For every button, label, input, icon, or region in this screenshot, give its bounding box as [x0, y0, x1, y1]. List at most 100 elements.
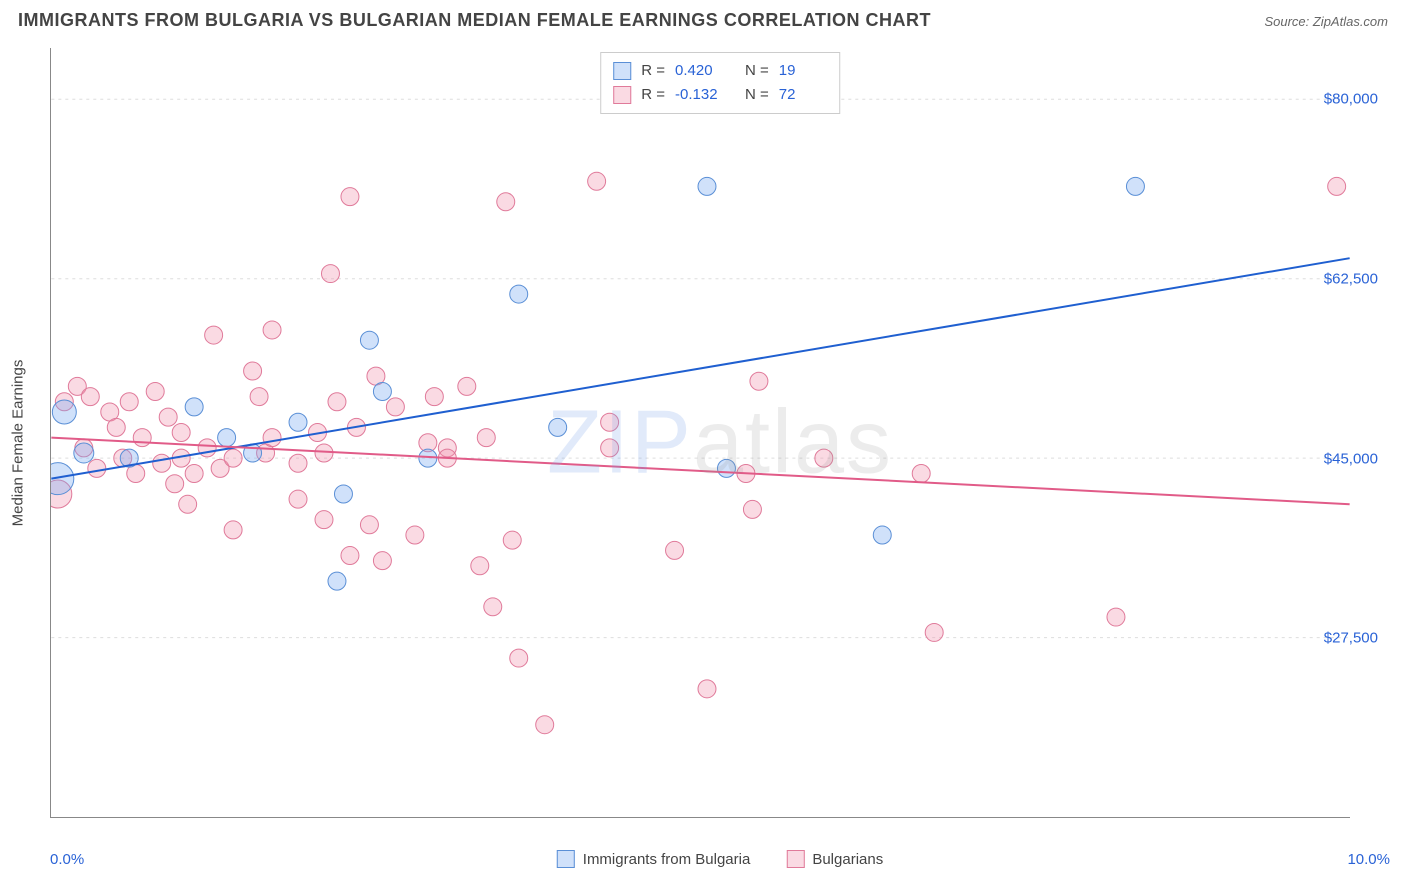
data-point-bulgarians	[912, 465, 930, 483]
stats-n-label: N =	[745, 59, 769, 83]
data-point-bulgarians	[743, 500, 761, 518]
data-point-immigrants	[185, 398, 203, 416]
data-point-immigrants	[698, 177, 716, 195]
data-point-bulgarians	[205, 326, 223, 344]
data-point-bulgarians	[315, 511, 333, 529]
data-point-bulgarians	[224, 521, 242, 539]
data-point-bulgarians	[360, 516, 378, 534]
data-point-immigrants	[328, 572, 346, 590]
legend-label-bulgarians: Bulgarians	[812, 851, 883, 868]
stats-n-label: N =	[745, 83, 769, 107]
data-point-bulgarians	[133, 429, 151, 447]
stats-row-bulgarians: R = -0.132 N = 72	[613, 83, 827, 107]
stats-n-value: 72	[779, 83, 827, 107]
legend-swatch-immigrants	[613, 62, 631, 80]
data-point-bulgarians	[503, 531, 521, 549]
x-axis-right-label: 10.0%	[1347, 851, 1390, 868]
data-point-bulgarians	[484, 598, 502, 616]
y-axis-label: Median Female Earnings	[10, 360, 27, 527]
data-point-bulgarians	[244, 362, 262, 380]
data-point-bulgarians	[386, 398, 404, 416]
data-point-bulgarians	[263, 429, 281, 447]
scatter-plot	[50, 48, 1350, 818]
data-point-bulgarians	[925, 623, 943, 641]
data-point-bulgarians	[263, 321, 281, 339]
data-point-immigrants	[373, 382, 391, 400]
stats-r-value: 0.420	[675, 59, 723, 83]
data-point-bulgarians	[1107, 608, 1125, 626]
data-point-bulgarians	[601, 439, 619, 457]
data-point-bulgarians	[328, 393, 346, 411]
data-point-bulgarians	[750, 372, 768, 390]
chart-source: Source: ZipAtlas.com	[1264, 14, 1388, 29]
data-point-bulgarians	[406, 526, 424, 544]
legend-item-bulgarians: Bulgarians	[786, 850, 883, 868]
chart-header: IMMIGRANTS FROM BULGARIA VS BULGARIAN ME…	[0, 0, 1406, 39]
data-point-bulgarians	[250, 388, 268, 406]
data-point-immigrants	[218, 429, 236, 447]
data-point-bulgarians	[159, 408, 177, 426]
data-point-immigrants	[549, 418, 567, 436]
data-point-bulgarians	[321, 265, 339, 283]
source-prefix: Source:	[1264, 14, 1312, 29]
data-point-bulgarians	[588, 172, 606, 190]
data-point-bulgarians	[497, 193, 515, 211]
data-point-bulgarians	[425, 388, 443, 406]
data-point-bulgarians	[341, 188, 359, 206]
data-point-bulgarians	[510, 649, 528, 667]
data-point-bulgarians	[153, 454, 171, 472]
legend-swatch-bulgarians	[613, 86, 631, 104]
data-point-bulgarians	[536, 716, 554, 734]
stats-legend: R = 0.420 N = 19 R = -0.132 N = 72	[600, 52, 840, 114]
data-point-immigrants	[74, 443, 94, 463]
data-point-bulgarians	[289, 490, 307, 508]
stats-row-immigrants: R = 0.420 N = 19	[613, 59, 827, 83]
data-point-bulgarians	[815, 449, 833, 467]
data-point-bulgarians	[179, 495, 197, 513]
data-point-bulgarians	[107, 418, 125, 436]
source-name: ZipAtlas.com	[1313, 14, 1388, 29]
data-point-bulgarians	[88, 459, 106, 477]
data-point-immigrants	[873, 526, 891, 544]
data-point-immigrants	[510, 285, 528, 303]
data-point-bulgarians	[146, 382, 164, 400]
y-tick-label: $27,500	[1324, 630, 1378, 647]
data-point-bulgarians	[172, 424, 190, 442]
data-point-bulgarians	[666, 541, 684, 559]
stats-r-value: -0.132	[675, 83, 723, 107]
stats-r-label: R =	[641, 59, 665, 83]
data-point-bulgarians	[458, 377, 476, 395]
y-tick-label: $80,000	[1324, 91, 1378, 108]
stats-n-value: 19	[779, 59, 827, 83]
data-point-bulgarians	[120, 393, 138, 411]
y-tick-label: $45,000	[1324, 450, 1378, 467]
chart-title: IMMIGRANTS FROM BULGARIA VS BULGARIAN ME…	[18, 10, 931, 31]
trend-line-bulgarians	[51, 438, 1349, 505]
legend-swatch-immigrants	[557, 850, 575, 868]
data-point-immigrants	[1126, 177, 1144, 195]
data-point-bulgarians	[315, 444, 333, 462]
data-point-bulgarians	[601, 413, 619, 431]
data-point-bulgarians	[373, 552, 391, 570]
data-point-immigrants	[717, 459, 735, 477]
x-axis-left-label: 0.0%	[50, 851, 84, 868]
data-point-bulgarians	[185, 465, 203, 483]
data-point-bulgarians	[289, 454, 307, 472]
legend-swatch-bulgarians	[786, 850, 804, 868]
data-point-immigrants	[289, 413, 307, 431]
chart-container: Median Female Earnings ZIPatlas R =0.420…	[50, 48, 1390, 838]
bottom-legend: Immigrants from Bulgaria Bulgarians	[557, 850, 883, 868]
data-point-bulgarians	[166, 475, 184, 493]
stats-r-label: R =	[641, 83, 665, 107]
y-tick-label: $62,500	[1324, 271, 1378, 288]
data-point-bulgarians	[224, 449, 242, 467]
legend-label-immigrants: Immigrants from Bulgaria	[583, 851, 751, 868]
data-point-immigrants	[334, 485, 352, 503]
legend-item-immigrants: Immigrants from Bulgaria	[557, 850, 751, 868]
data-point-bulgarians	[698, 680, 716, 698]
data-point-bulgarians	[471, 557, 489, 575]
data-point-bulgarians	[477, 429, 495, 447]
data-point-immigrants	[360, 331, 378, 349]
data-point-bulgarians	[81, 388, 99, 406]
data-point-bulgarians	[341, 547, 359, 565]
